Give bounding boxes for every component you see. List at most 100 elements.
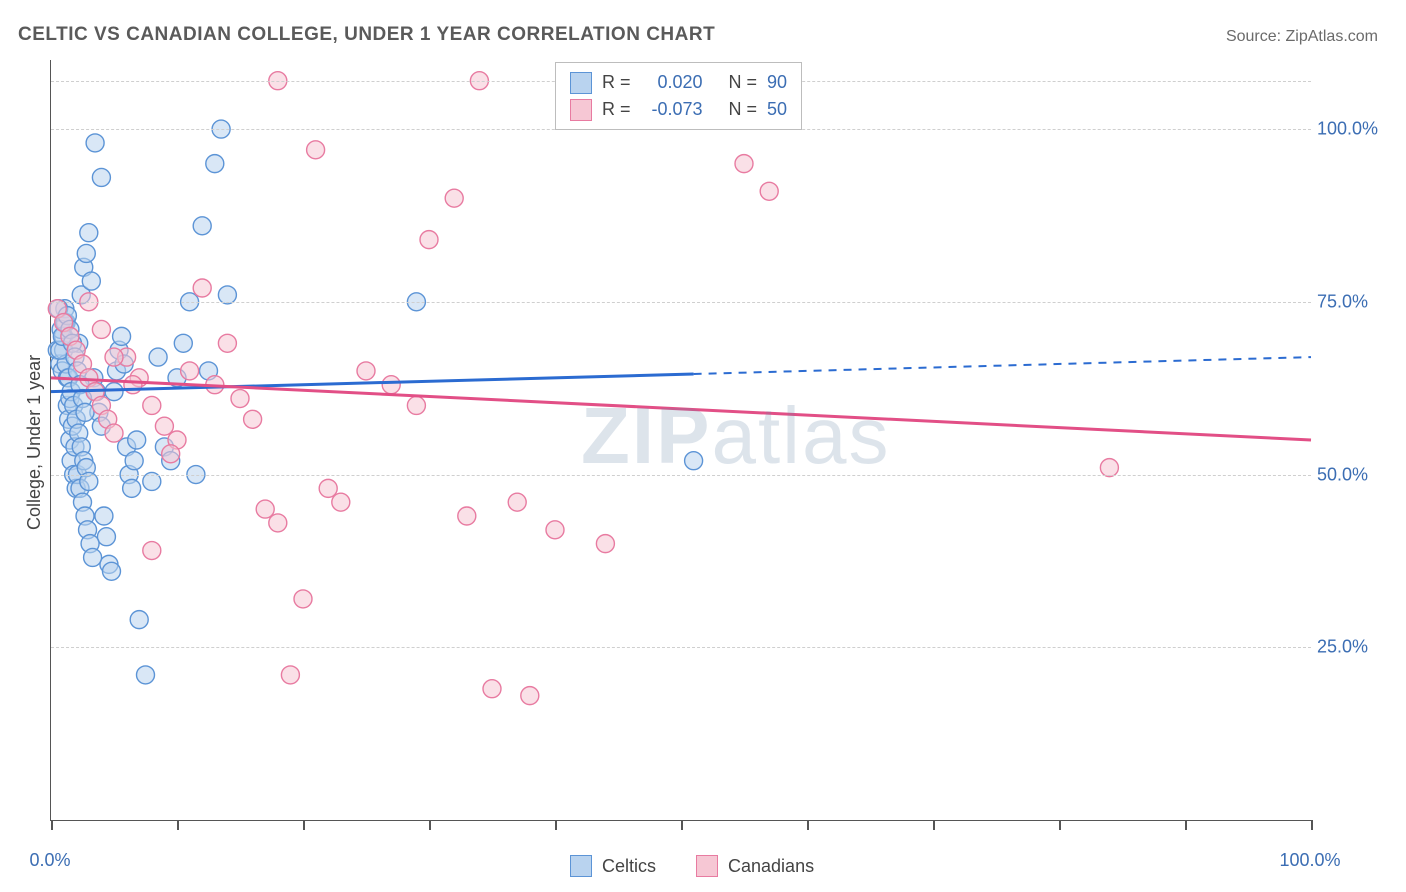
scatter-point [155, 417, 173, 435]
scatter-point [149, 348, 167, 366]
scatter-svg [51, 60, 1311, 820]
scatter-point [92, 320, 110, 338]
stats-n-value: 90 [767, 69, 787, 96]
scatter-point [84, 548, 102, 566]
scatter-point [137, 666, 155, 684]
scatter-point [760, 182, 778, 200]
scatter-point [143, 542, 161, 560]
scatter-point [130, 611, 148, 629]
scatter-point [596, 535, 614, 553]
scatter-point [193, 217, 211, 235]
scatter-point [113, 327, 131, 345]
x-tick [303, 820, 305, 830]
scatter-point [294, 590, 312, 608]
stats-swatch [570, 99, 592, 121]
correlation-stats-box: R = 0.020 N = 90 R = -0.073 N = 50 [555, 62, 802, 130]
regression-line-dashed [694, 357, 1311, 374]
y-tick-label: 100.0% [1317, 119, 1387, 140]
source-label: Source: ZipAtlas.com [1226, 28, 1378, 46]
legend-label: Celtics [602, 856, 656, 877]
scatter-point [508, 493, 526, 511]
scatter-point [445, 189, 463, 207]
legend-label: Canadians [728, 856, 814, 877]
scatter-point [95, 507, 113, 525]
x-tick [1185, 820, 1187, 830]
scatter-point [162, 445, 180, 463]
y-tick-label: 75.0% [1317, 291, 1387, 312]
scatter-point [244, 410, 262, 428]
scatter-point [281, 666, 299, 684]
legend-bottom: Celtics Canadians [570, 855, 814, 877]
x-tick [1059, 820, 1061, 830]
scatter-point [105, 383, 123, 401]
y-tick-label: 50.0% [1317, 464, 1387, 485]
scatter-point [125, 452, 143, 470]
stats-r-value: -0.073 [641, 96, 703, 123]
scatter-point [77, 244, 95, 262]
scatter-point [76, 403, 94, 421]
scatter-point [105, 348, 123, 366]
scatter-point [521, 687, 539, 705]
y-tick-label: 25.0% [1317, 637, 1387, 658]
scatter-point [256, 500, 274, 518]
scatter-point [143, 396, 161, 414]
scatter-point [231, 390, 249, 408]
y-axis-label: College, Under 1 year [24, 355, 45, 530]
plot-area: ZIPatlas 25.0%50.0%75.0%100.0% [50, 60, 1311, 821]
scatter-point [407, 396, 425, 414]
scatter-point [546, 521, 564, 539]
scatter-point [420, 231, 438, 249]
scatter-point [307, 141, 325, 159]
scatter-point [218, 334, 236, 352]
scatter-point [269, 514, 287, 532]
scatter-point [181, 362, 199, 380]
scatter-point [193, 279, 211, 297]
x-tick [51, 820, 53, 830]
x-tick [1311, 820, 1313, 830]
scatter-point [82, 272, 100, 290]
scatter-point [332, 493, 350, 511]
scatter-point [458, 507, 476, 525]
scatter-point [735, 155, 753, 173]
scatter-point [80, 224, 98, 242]
legend-item: Celtics [570, 855, 656, 877]
chart-title: CELTIC VS CANADIAN COLLEGE, UNDER 1 YEAR… [18, 24, 715, 46]
scatter-point [123, 479, 141, 497]
x-tick [555, 820, 557, 830]
x-tick [681, 820, 683, 830]
scatter-point [319, 479, 337, 497]
gridline-h [51, 302, 1311, 303]
stats-swatch [570, 72, 592, 94]
scatter-point [206, 155, 224, 173]
x-tick [177, 820, 179, 830]
stats-r-label: R = [602, 69, 631, 96]
x-tick-label: 100.0% [1279, 850, 1340, 871]
legend-swatch [570, 855, 592, 877]
stats-n-value: 50 [767, 96, 787, 123]
scatter-point [92, 168, 110, 186]
stats-n-label: N = [729, 69, 758, 96]
stats-row: R = -0.073 N = 50 [570, 96, 787, 123]
regression-line-solid [51, 378, 1311, 440]
scatter-point [382, 376, 400, 394]
legend-item: Canadians [696, 855, 814, 877]
scatter-point [357, 362, 375, 380]
stats-row: R = 0.020 N = 90 [570, 69, 787, 96]
gridline-h [51, 647, 1311, 648]
x-tick [807, 820, 809, 830]
x-tick [933, 820, 935, 830]
scatter-point [105, 424, 123, 442]
stats-r-value: 0.020 [641, 69, 703, 96]
scatter-point [685, 452, 703, 470]
scatter-point [97, 528, 115, 546]
x-tick [429, 820, 431, 830]
scatter-point [483, 680, 501, 698]
scatter-point [174, 334, 192, 352]
legend-swatch [696, 855, 718, 877]
x-tick-label: 0.0% [29, 850, 70, 871]
stats-n-label: N = [729, 96, 758, 123]
scatter-point [86, 134, 104, 152]
gridline-h [51, 475, 1311, 476]
stats-r-label: R = [602, 96, 631, 123]
scatter-point [128, 431, 146, 449]
